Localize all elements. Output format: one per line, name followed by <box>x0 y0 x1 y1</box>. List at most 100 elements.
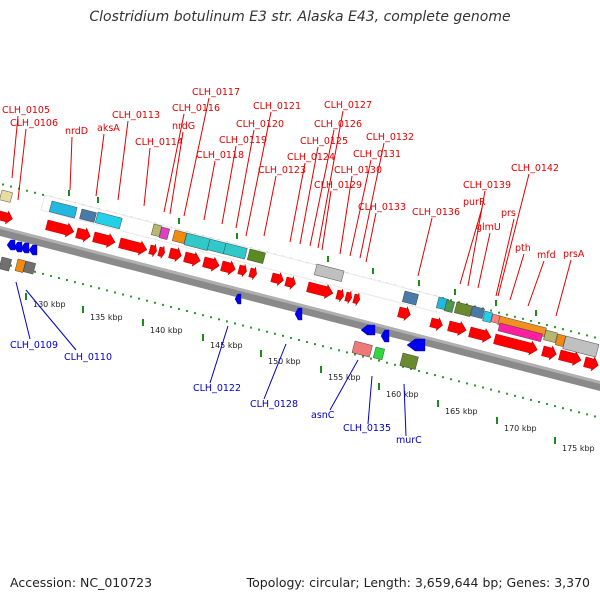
feature-box[interactable] <box>159 226 170 240</box>
forward-gene-arrow[interactable] <box>284 275 297 290</box>
gene-label[interactable]: CLH_0116 <box>172 103 220 114</box>
reverse-gene-arrow[interactable] <box>294 307 303 321</box>
feature-box[interactable] <box>23 260 36 275</box>
gene-label[interactable]: CLH_0139 <box>463 180 511 191</box>
feature-box[interactable] <box>351 340 373 358</box>
gene-label[interactable]: CLH_0119 <box>219 135 267 146</box>
forward-gene-arrow[interactable] <box>344 290 353 304</box>
gene-label[interactable]: CLH_0130 <box>334 165 382 176</box>
gene-label[interactable]: CLH_0122 <box>193 383 241 394</box>
feature-box[interactable] <box>454 301 473 317</box>
gene-label[interactable]: CLH_0118 <box>196 150 244 161</box>
reverse-gene-arrow[interactable] <box>380 329 390 343</box>
forward-gene-arrow[interactable] <box>429 316 444 332</box>
forward-gene-arrow[interactable] <box>157 245 166 259</box>
feature-box[interactable] <box>497 322 543 342</box>
gene-label[interactable]: CLH_0142 <box>511 163 559 174</box>
gene-label[interactable]: CLH_0113 <box>112 110 160 121</box>
forward-gene-arrow[interactable] <box>558 348 583 367</box>
reverse-gene-arrow[interactable] <box>13 241 23 253</box>
forward-gene-track[interactable] <box>0 209 600 372</box>
gene-label[interactable]: CLH_0117 <box>192 87 240 98</box>
reverse-gene-track[interactable] <box>6 239 426 352</box>
feature-box[interactable] <box>0 189 13 203</box>
feature-box[interactable] <box>95 211 123 230</box>
gene-label[interactable]: aksA <box>97 123 120 134</box>
feature-box[interactable] <box>543 329 558 343</box>
forward-gene-labels[interactable]: CLH_0105 CLH_0106 nrdD aksA CLH_0113 CLH… <box>2 87 585 261</box>
feature-box[interactable] <box>470 305 485 319</box>
forward-gene-arrow[interactable] <box>493 332 539 357</box>
gene-label[interactable]: CLH_0123 <box>258 165 306 176</box>
forward-gene-arrow[interactable] <box>220 259 237 276</box>
gene-label[interactable]: prsA <box>563 249 585 260</box>
forward-gene-arrow[interactable] <box>397 305 412 322</box>
forward-gene-arrow[interactable] <box>248 266 258 280</box>
feature-box[interactable] <box>14 258 26 273</box>
forward-gene-arrow[interactable] <box>45 218 76 239</box>
forward-gene-arrow[interactable] <box>168 246 183 263</box>
forward-gene-arrow[interactable] <box>118 236 149 257</box>
feature-box[interactable] <box>79 208 97 223</box>
forward-gene-arrow[interactable] <box>468 325 493 344</box>
gene-label[interactable]: mfd <box>537 250 556 261</box>
gene-label[interactable]: CLH_0121 <box>253 101 301 112</box>
reverse-gene-arrow[interactable] <box>20 242 30 254</box>
forward-gene-arrow[interactable] <box>352 292 361 306</box>
forward-gene-arrow[interactable] <box>92 230 117 249</box>
feature-box[interactable] <box>49 200 78 219</box>
feature-box[interactable] <box>444 299 455 313</box>
gene-label[interactable]: CLH_0132 <box>366 132 414 143</box>
forward-gene-arrow[interactable] <box>75 226 92 243</box>
forward-gene-arrow[interactable] <box>148 243 158 257</box>
gene-label[interactable]: CLH_0135 <box>343 423 391 434</box>
forward-gene-arrow[interactable] <box>306 280 335 300</box>
feature-box[interactable] <box>402 290 419 306</box>
gene-label[interactable]: CLH_0124 <box>287 152 335 163</box>
gene-label[interactable]: CLH_0127 <box>324 100 372 111</box>
forward-gene-arrow[interactable] <box>583 355 600 372</box>
feature-box[interactable] <box>555 333 566 347</box>
reverse-gene-labels[interactable]: CLH_0109 CLH_0110 CLH_0122 CLH_0128 asnC… <box>10 340 422 446</box>
gene-label[interactable]: CLH_0129 <box>314 180 362 191</box>
reverse-gene-arrow[interactable] <box>28 244 38 256</box>
gene-label[interactable]: nrdD <box>65 126 88 137</box>
gene-label[interactable]: prs <box>501 208 516 219</box>
forward-gene-arrow[interactable] <box>270 271 285 287</box>
gene-label[interactable]: purR <box>463 197 486 208</box>
feature-box[interactable] <box>223 242 248 260</box>
feature-boxes[interactable] <box>0 189 600 370</box>
reverse-gene-arrow[interactable] <box>360 324 376 336</box>
gene-label[interactable]: CLH_0136 <box>412 207 460 218</box>
gene-label[interactable]: CLH_0105 <box>2 105 50 116</box>
gene-label[interactable]: CLH_0114 <box>135 137 183 148</box>
gene-label[interactable]: CLH_0106 <box>10 118 58 129</box>
reverse-gene-arrow[interactable] <box>6 239 16 251</box>
gene-label[interactable]: CLH_0109 <box>10 340 58 351</box>
gene-label[interactable]: CLH_0110 <box>64 352 112 363</box>
forward-gene-arrow[interactable] <box>183 250 202 268</box>
gene-label[interactable]: nrdG <box>172 121 195 132</box>
feature-box[interactable] <box>482 310 493 323</box>
feature-box[interactable] <box>562 335 600 358</box>
feature-box[interactable] <box>399 352 419 370</box>
gene-label[interactable]: CLH_0131 <box>353 149 401 160</box>
gene-label[interactable]: murC <box>396 435 422 446</box>
gene-label[interactable]: glmU <box>476 222 501 233</box>
feature-box[interactable] <box>314 263 345 282</box>
gene-label[interactable]: asnC <box>311 410 335 421</box>
gene-label[interactable]: CLH_0128 <box>250 399 298 410</box>
forward-gene-arrow[interactable] <box>237 263 248 278</box>
feature-box[interactable] <box>151 223 162 237</box>
gene-label[interactable]: CLH_0133 <box>358 202 406 213</box>
reverse-gene-arrow[interactable] <box>406 338 426 352</box>
feature-box[interactable] <box>373 346 385 361</box>
feature-box[interactable] <box>172 229 187 244</box>
forward-gene-arrow[interactable] <box>0 209 14 225</box>
forward-gene-arrow[interactable] <box>335 288 345 302</box>
gene-label[interactable]: CLH_0126 <box>314 119 362 130</box>
gene-label[interactable]: pth <box>515 243 531 254</box>
gene-label[interactable]: CLH_0120 <box>236 119 284 130</box>
gene-label[interactable]: CLH_0125 <box>300 136 348 147</box>
